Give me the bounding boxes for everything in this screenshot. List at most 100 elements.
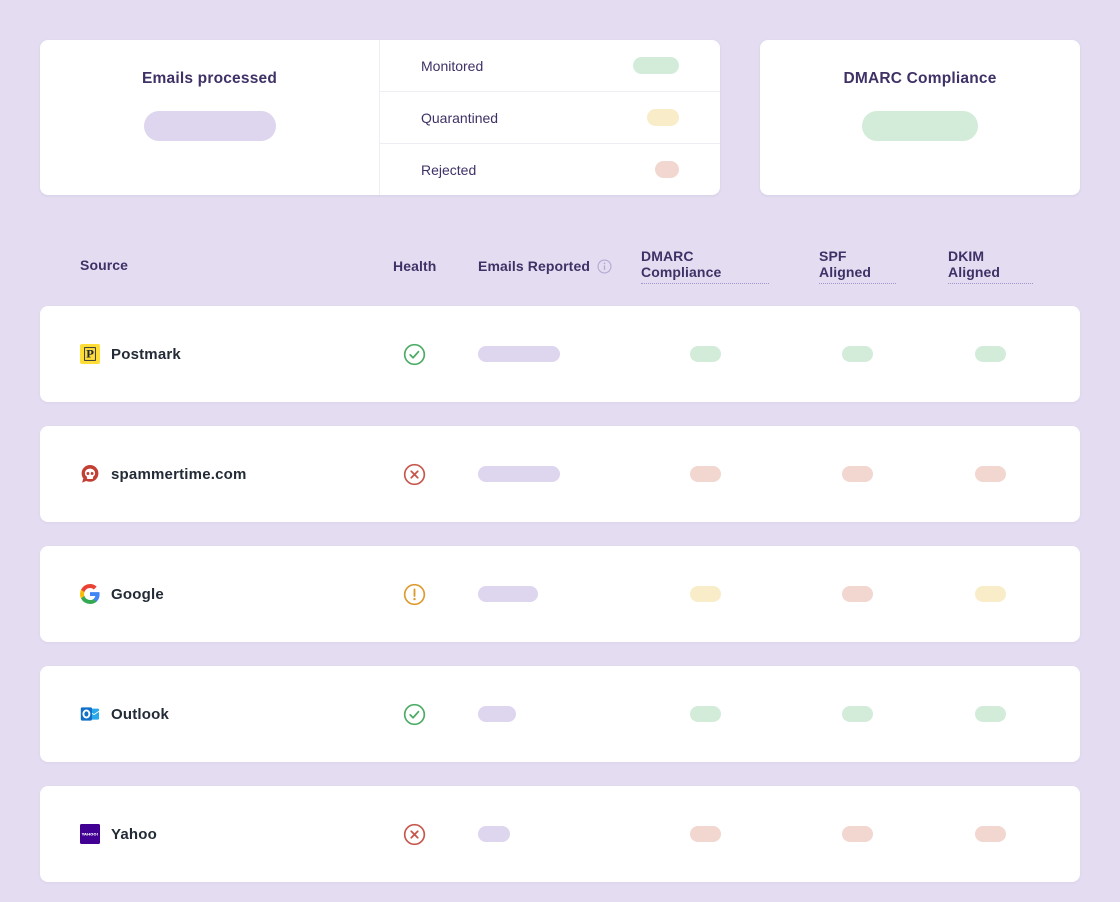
dkim-aligned-cell — [948, 706, 1040, 722]
emails-reported-bar — [478, 586, 538, 602]
column-header-label-dkim-aligned[interactable]: DKIM Aligned — [948, 248, 1033, 284]
source-name: Outlook — [111, 705, 170, 723]
health-cell — [393, 583, 478, 606]
table-row-google[interactable]: Google — [40, 546, 1080, 642]
health-status-bad-icon — [403, 463, 426, 486]
spf-aligned-cell — [819, 466, 948, 482]
dkim-aligned-pill — [975, 706, 1006, 722]
emails-reported-cell — [478, 586, 641, 602]
spf-aligned-pill — [842, 346, 873, 362]
dkim-aligned-pill — [975, 826, 1006, 842]
health-cell — [393, 343, 478, 366]
svg-text:YAHOO!: YAHOO! — [81, 832, 99, 837]
emails-processed-panel: Emails processed — [40, 40, 380, 195]
emails-reported-cell — [478, 346, 641, 362]
column-header-label-spf-aligned[interactable]: SPF Aligned — [819, 248, 896, 284]
spf-aligned-cell — [819, 826, 948, 842]
dkim-aligned-pill — [975, 586, 1006, 602]
health-cell — [393, 703, 478, 726]
legend-item-monitored: Monitored — [380, 40, 720, 92]
source-cell: YAHOO! Yahoo — [80, 824, 393, 844]
dmarc-compliance-cell — [641, 466, 819, 482]
table-row-spammertime-com[interactable]: spammertime.com — [40, 426, 1080, 522]
dmarc-compliance-pill — [689, 466, 721, 482]
spf-aligned-cell — [819, 586, 948, 602]
dmarc-compliance-cell — [641, 706, 819, 722]
email-status-legend: Monitored Quarantined Rejected — [380, 40, 720, 195]
spf-aligned-pill — [842, 586, 873, 602]
source-name: Yahoo — [111, 825, 158, 843]
health-cell — [393, 823, 478, 846]
yahoo-logo-icon: YAHOO! — [80, 824, 100, 844]
info-icon[interactable] — [597, 258, 612, 274]
dkim-aligned-cell — [948, 466, 1040, 482]
legend-label: Rejected — [421, 161, 477, 178]
health-cell — [393, 463, 478, 486]
emails-processed-title: Emails processed — [141, 70, 278, 87]
table-header-row: Source Health Emails Reported DMARC Complia… — [40, 248, 1080, 284]
column-header-health: Health — [393, 258, 478, 274]
column-header-label-health: Health — [393, 258, 437, 274]
outlook-logo-icon — [80, 704, 100, 724]
source-table: P Postmark spammertime.com Google Outlook YAH… — [40, 306, 1080, 882]
dmarc-compliance-pill — [689, 826, 721, 842]
emails-reported-cell — [478, 706, 641, 722]
dkim-aligned-cell — [948, 586, 1040, 602]
dkim-aligned-pill — [975, 466, 1006, 482]
health-status-ok-icon — [403, 703, 426, 726]
health-status-warn-icon — [403, 583, 426, 606]
legend-item-rejected: Rejected — [380, 144, 720, 195]
dkim-aligned-pill — [975, 346, 1006, 362]
spf-aligned-pill — [842, 826, 873, 842]
dmarc-compliance-value-bar — [862, 111, 978, 141]
health-status-bad-icon — [403, 823, 426, 846]
source-name: Postmark — [111, 345, 181, 363]
svg-text:P: P — [86, 349, 94, 361]
source-cell: P Postmark — [80, 344, 393, 364]
dmarc-compliance-card: DMARC Compliance — [760, 40, 1080, 195]
legend-pill-quarantined — [647, 109, 679, 126]
emails-reported-bar — [478, 706, 516, 722]
column-header-dkim-aligned: DKIM Aligned — [948, 248, 1040, 284]
health-status-ok-icon — [403, 343, 426, 366]
spf-aligned-pill — [842, 466, 873, 482]
dkim-aligned-cell — [948, 826, 1040, 842]
dmarc-compliance-cell — [641, 586, 819, 602]
emails-reported-cell — [478, 826, 641, 842]
dmarc-compliance-cell — [641, 346, 819, 362]
column-header-spf-aligned: SPF Aligned — [819, 248, 948, 284]
source-cell: Google — [80, 584, 393, 604]
column-header-emails-reported: Emails Reported — [478, 258, 641, 274]
source-cell: Outlook — [80, 704, 393, 724]
spf-aligned-pill — [842, 706, 873, 722]
spam-skull-logo-icon — [80, 464, 100, 484]
legend-item-quarantined: Quarantined — [380, 92, 720, 144]
table-row-postmark[interactable]: P Postmark — [40, 306, 1080, 402]
emails-reported-bar — [478, 346, 560, 362]
table-row-yahoo[interactable]: YAHOO! Yahoo — [40, 786, 1080, 882]
dmarc-compliance-title: DMARC Compliance — [843, 70, 997, 87]
dmarc-compliance-pill — [689, 586, 721, 602]
table-row-outlook[interactable]: Outlook — [40, 666, 1080, 762]
legend-label: Monitored — [421, 57, 484, 74]
dmarc-compliance-pill — [689, 706, 721, 722]
column-header-source: Source — [80, 257, 393, 275]
dkim-aligned-cell — [948, 346, 1040, 362]
source-cell: spammertime.com — [80, 464, 393, 484]
column-header-label-dmarc-compliance[interactable]: DMARC Compliance — [641, 248, 769, 284]
emails-processed-card: Emails processed Monitored Quarantined Rej… — [40, 40, 720, 195]
column-header-label-emails-reported: Emails Reported — [478, 258, 590, 274]
legend-label: Quarantined — [421, 109, 499, 126]
google-logo-icon — [80, 584, 100, 604]
legend-pill-rejected — [655, 161, 679, 178]
emails-reported-bar — [478, 826, 510, 842]
spf-aligned-cell — [819, 346, 948, 362]
dmarc-compliance-pill — [689, 346, 721, 362]
summary-section: Emails processed Monitored Quarantined Rej… — [40, 40, 1080, 195]
emails-processed-value-bar — [143, 111, 276, 141]
postmark-logo-icon: P — [80, 344, 100, 364]
legend-pill-monitored — [633, 57, 679, 74]
column-header-label-source: Source — [80, 257, 129, 273]
source-name: Google — [111, 585, 164, 603]
